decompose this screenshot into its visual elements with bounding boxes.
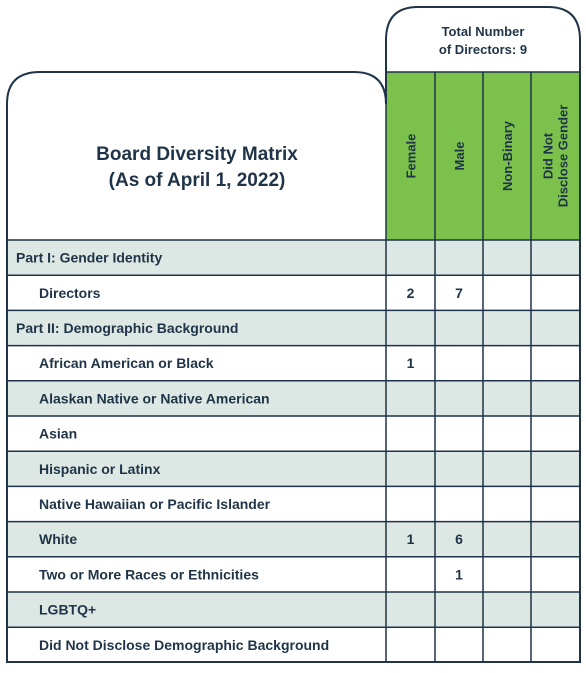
row-label: LGBTQ+ — [39, 602, 96, 618]
total-directors-line2: of Directors: 9 — [439, 42, 527, 57]
header-green-fills — [386, 72, 580, 240]
column-header-label-line2: Disclose Gender — [556, 105, 571, 208]
row-shade — [7, 240, 580, 276]
row-text: Part I: Gender Identity Directors 2 7 Part I… — [16, 250, 463, 653]
grid-lines — [7, 71, 580, 663]
row-label: Asian — [39, 426, 77, 442]
column-headers: Female Male Non-Binary Did Not Disclose Gend… — [404, 105, 571, 208]
row-label: Directors — [39, 285, 101, 301]
row-label: Two or More Races or Ethnicities — [39, 566, 259, 582]
row-label: Did Not Disclose Demographic Background — [39, 637, 329, 653]
column-header-fill — [483, 72, 531, 240]
row-shade — [7, 310, 580, 346]
total-directors-line1: Total Number — [442, 24, 525, 39]
column-header-label: Male — [452, 142, 467, 171]
row-label: Alaskan Native or Native American — [39, 390, 270, 406]
column-header-fill — [386, 72, 435, 240]
row-shade — [7, 592, 580, 628]
row-shade — [7, 451, 580, 487]
cell-value: 6 — [455, 531, 463, 547]
section-header: Part I: Gender Identity — [16, 250, 162, 266]
column-header-label: Female — [404, 134, 419, 179]
row-label: Native Hawaiian or Pacific Islander — [39, 496, 271, 512]
row-label: White — [39, 531, 77, 547]
row-label: African American or Black — [39, 355, 214, 371]
matrix-title-line2: (As of April 1, 2022) — [109, 170, 286, 191]
column-header-fill — [435, 72, 483, 240]
cell-value: 1 — [455, 566, 463, 582]
section-header: Part II: Demographic Background — [16, 320, 238, 336]
column-header-label: Non-Binary — [500, 120, 515, 191]
row-fills — [7, 240, 580, 628]
cell-value: 2 — [407, 285, 415, 301]
cell-value: 1 — [407, 355, 415, 371]
row-label: Hispanic or Latinx — [39, 461, 161, 477]
table-frame — [6, 6, 581, 663]
cell-value: 1 — [407, 531, 415, 547]
matrix-title-line1: Board Diversity Matrix — [96, 144, 298, 165]
row-shade — [7, 380, 580, 416]
column-header-fill — [531, 72, 580, 240]
cell-value: 7 — [455, 285, 463, 301]
column-header-label: Did Not — [541, 132, 556, 179]
row-shade — [7, 521, 580, 557]
